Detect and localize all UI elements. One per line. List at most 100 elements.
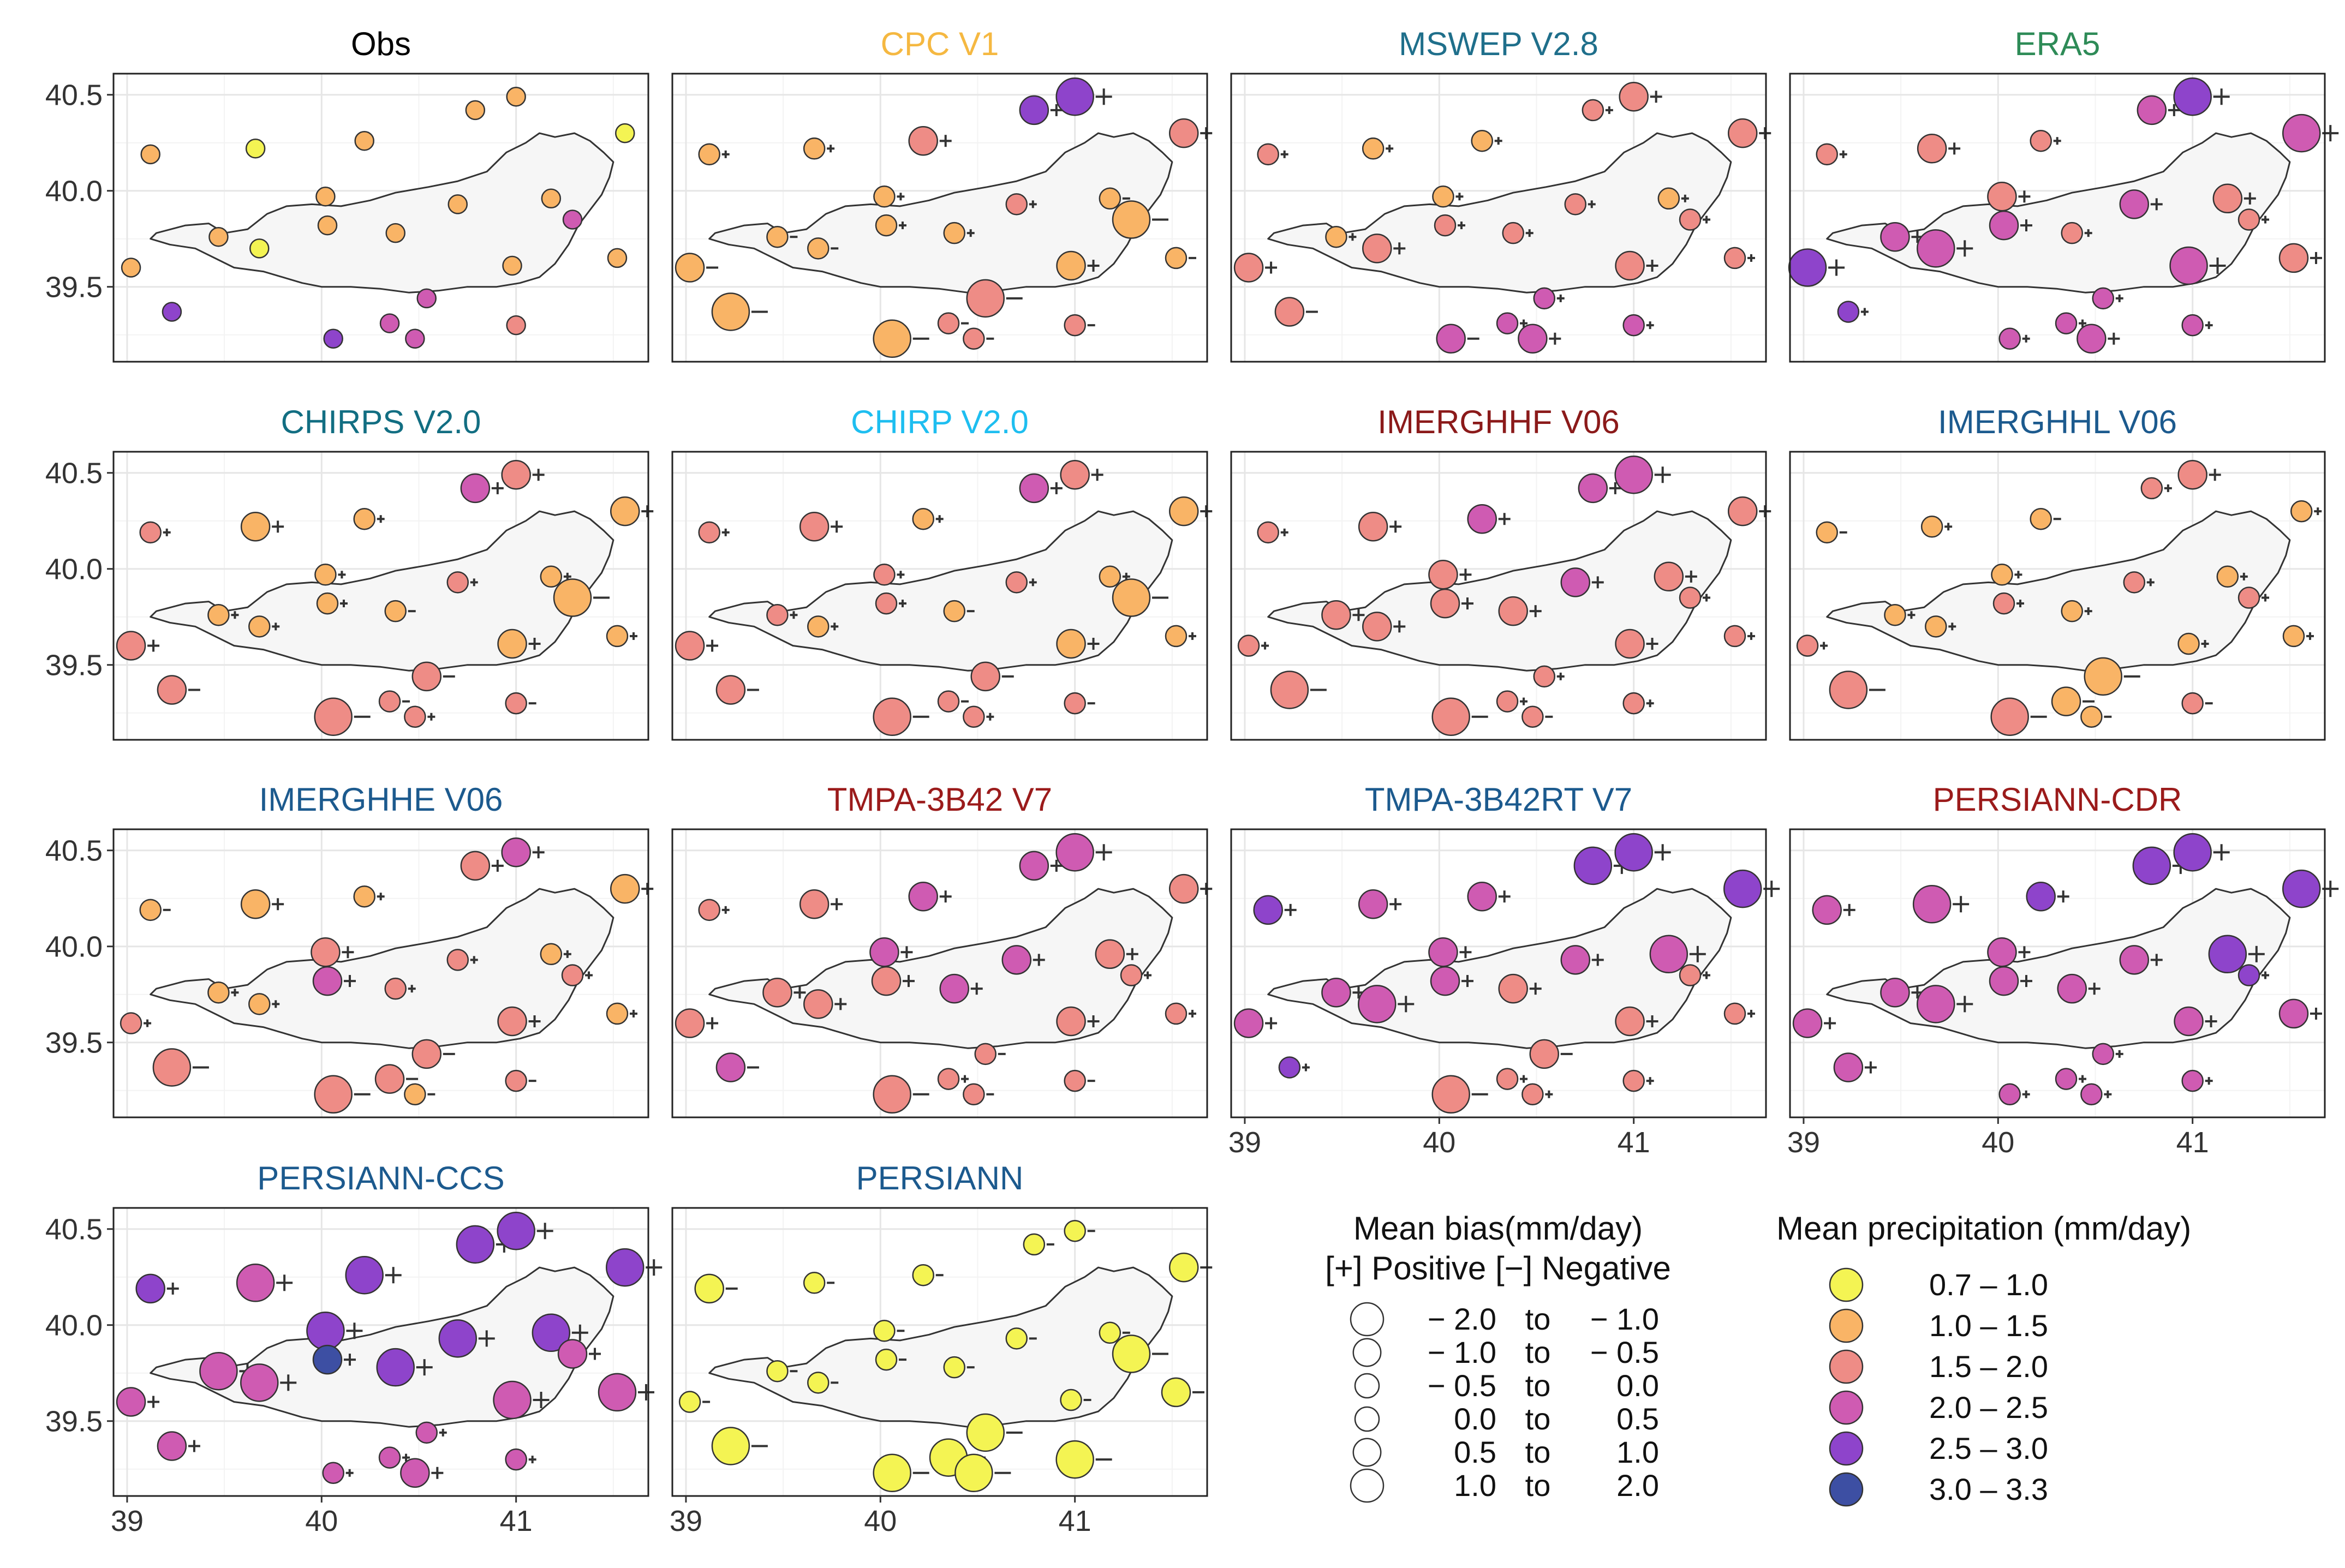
x-tick-label: 41: [500, 1505, 533, 1537]
station-point: [2237, 208, 2260, 231]
station-point: [1358, 512, 1388, 542]
panel-title: PERSIANN-CCS: [257, 1160, 504, 1196]
station-point: [1434, 214, 1457, 237]
station-point: [1989, 966, 2019, 996]
station-point: [1564, 193, 1587, 216]
station-point: [553, 578, 592, 617]
station-point: [404, 705, 426, 728]
station-point: [312, 1344, 343, 1375]
precip-legend-label: 3.0 – 3.3: [1929, 1472, 2048, 1506]
station-point: [807, 1372, 830, 1394]
station-point: [2092, 1043, 2114, 1066]
station-point: [1679, 586, 1702, 609]
bias-legend-from: 0.0: [1454, 1402, 1496, 1436]
panel-frame: [1230, 828, 1767, 1118]
station-point: [1529, 1039, 1559, 1069]
station-point: [1161, 1377, 1191, 1408]
station-point: [1467, 881, 1497, 912]
panel-frame: [1789, 451, 2326, 741]
station-point: [316, 592, 339, 615]
station-point: [1165, 625, 1188, 648]
station-point: [1165, 247, 1188, 270]
station-point: [2055, 312, 2078, 334]
station-point: [1237, 635, 1260, 657]
station-point: [1325, 225, 1347, 248]
station-point: [207, 981, 230, 1004]
panel-frame: [1230, 451, 1767, 741]
station-point: [873, 697, 911, 737]
panel-7: IMERGHHL V06: [1789, 404, 2326, 741]
station-point: [1060, 459, 1090, 490]
station-point: [323, 328, 343, 349]
station-point: [1533, 665, 1555, 688]
station-point: [1573, 846, 1613, 885]
station-point: [2061, 222, 2083, 244]
bias-legend-from: − 2.0: [1428, 1302, 1496, 1336]
station-point: [2084, 657, 2122, 696]
bias-legend-symbol: [1354, 1373, 1380, 1399]
station-point: [2216, 565, 2239, 588]
station-point: [240, 512, 271, 542]
station-point: [378, 1446, 401, 1469]
station-point: [715, 1052, 746, 1082]
station-point: [875, 1348, 898, 1371]
station-point: [1925, 615, 1947, 638]
x-tick-label: 40: [305, 1505, 338, 1537]
station-point: [411, 1039, 441, 1069]
station-point: [385, 223, 405, 243]
y-tick-label: 39.5: [45, 1027, 103, 1060]
bias-legend-to: 2.0: [1616, 1468, 1659, 1503]
station-point: [694, 1273, 724, 1304]
station-point: [249, 238, 270, 259]
station-point: [345, 1255, 384, 1295]
station-point: [1099, 565, 1121, 588]
station-point: [2077, 324, 2107, 354]
panel-frame: [1230, 73, 1767, 363]
station-point: [1019, 473, 1049, 504]
station-point: [1788, 248, 1827, 287]
station-point: [1723, 869, 1762, 908]
station-point: [1723, 247, 1746, 270]
station-point: [912, 507, 934, 530]
station-point: [446, 571, 469, 594]
station-point: [415, 1421, 438, 1444]
station-point: [1619, 81, 1649, 112]
facet-panels: Obs 39.5 40.0 40.5 CPC V1 MSWEP V2.8 ERA5 CHIRP…: [45, 26, 2339, 1537]
station-point: [1431, 1075, 1470, 1114]
station-point: [1064, 692, 1086, 715]
bias-legend-to-word: to: [1525, 1435, 1551, 1469]
station-point: [2080, 705, 2103, 728]
station-point: [1987, 937, 2017, 967]
station-point: [675, 253, 705, 283]
station-point: [1064, 1069, 1086, 1092]
station-point: [939, 973, 969, 1004]
station-point: [139, 899, 162, 921]
panel-title: PERSIANN-CDR: [1933, 781, 2182, 818]
station-point: [803, 989, 833, 1019]
station-point: [766, 225, 789, 248]
station-point: [1005, 1327, 1028, 1350]
bias-legend-from: 1.0: [1454, 1468, 1496, 1503]
station-point: [598, 1373, 637, 1412]
station-point: [557, 1339, 588, 1369]
station-point: [1992, 592, 2015, 615]
station-point: [807, 237, 830, 260]
station-point: [1428, 560, 1458, 590]
station-point: [120, 1012, 142, 1034]
x-tick-label: 39: [670, 1505, 702, 1537]
station-point: [506, 315, 526, 336]
station-point: [1023, 1233, 1046, 1256]
panel-title: IMERGHHL V06: [1938, 404, 2177, 440]
station-point: [1582, 99, 1604, 122]
station-point: [2080, 1083, 2103, 1106]
station-point: [400, 1458, 430, 1488]
bias-legend-to: − 1.0: [1590, 1302, 1659, 1336]
station-point: [1099, 187, 1121, 210]
precip-legend-label: 0.7 – 1.0: [1929, 1267, 2048, 1302]
station-point: [354, 130, 374, 151]
station-point: [1431, 697, 1470, 737]
panel-title: PERSIANN: [856, 1160, 1024, 1196]
station-point: [1095, 939, 1125, 969]
station-point: [139, 521, 162, 544]
station-point: [314, 1075, 353, 1114]
